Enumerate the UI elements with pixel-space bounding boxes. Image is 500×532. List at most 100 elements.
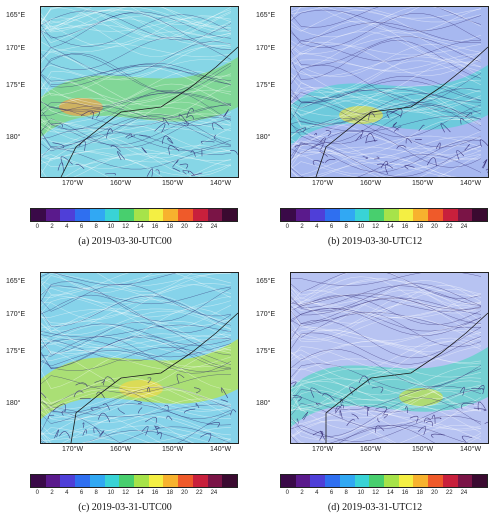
colorbar-tick-label: 2 <box>300 224 304 230</box>
colorbar-tick-label: 16 <box>151 224 159 230</box>
colorbar-swatch <box>384 209 399 221</box>
panel-caption: (c) 2019-03-31-UTC00 <box>78 502 172 513</box>
colorbar-swatch <box>428 475 443 487</box>
colorbar-tick-label: 16 <box>401 490 409 496</box>
colorbar-swatch <box>339 209 355 221</box>
colorbar-tick-label: 0 <box>35 490 40 496</box>
colorbar-swatch <box>207 209 223 221</box>
colorbar-swatch <box>134 475 149 487</box>
coastline <box>315 46 488 177</box>
lon-label: 150°W <box>162 180 184 187</box>
lat-label: 180° <box>256 134 271 141</box>
colorbar-swatch <box>163 475 179 487</box>
wind-streamline-map <box>40 6 239 178</box>
colorbar-swatch <box>178 475 193 487</box>
colorbar-swatch <box>119 209 135 221</box>
colorbar-swatch <box>281 209 296 221</box>
colorbar-tick-label: 4 <box>65 490 69 496</box>
coastline <box>60 46 238 177</box>
colorbar-tick-label: 18 <box>166 224 174 230</box>
coastline <box>325 312 488 443</box>
lon-label: 150°W <box>162 446 184 453</box>
lat-label: 180° <box>6 134 21 141</box>
panel-b: 165°E 170°E 175°E 180° 170°W 160°W 150°W… <box>250 0 500 266</box>
lon-label: 170°W <box>312 180 334 187</box>
colorbar-tick-label: 22 <box>195 490 203 496</box>
colorbar-swatch <box>413 209 429 221</box>
colorbar-swatch <box>339 475 355 487</box>
lat-label: 175°E <box>256 82 276 89</box>
colorbar-tick-label: 12 <box>122 490 129 496</box>
colorbar-swatch <box>398 209 414 221</box>
colorbar-tick-label: 2 <box>50 224 54 230</box>
lon-label: 150°W <box>412 180 434 187</box>
colorbar-tick-label: 8 <box>344 490 348 496</box>
lon-label: 140°W <box>460 446 482 453</box>
lat-label: 165°E <box>256 12 276 19</box>
lat-label: 170°E <box>256 311 276 318</box>
lat-label: 175°E <box>6 82 26 89</box>
wind-streamline-map <box>40 272 239 444</box>
colorbar-tick-label: 2 <box>50 490 54 496</box>
lat-label: 165°E <box>6 278 26 285</box>
streamline-field <box>41 7 238 177</box>
colorbar-swatch <box>119 475 135 487</box>
panel-caption: (b) 2019-03-30-UTC12 <box>327 236 423 247</box>
colorbar-tick-label: 16 <box>151 490 159 496</box>
panel-caption: (a) 2019-03-30-UTC00 <box>78 236 172 247</box>
colorbar-tick-label: 10 <box>357 490 365 496</box>
colorbar-swatch <box>207 475 223 487</box>
lat-label: 180° <box>6 400 21 407</box>
lat-label: 175°E <box>256 348 276 355</box>
streamline-field <box>41 273 238 443</box>
colorbar-tick-label: 24 <box>210 490 218 496</box>
colorbar-tick-label: 4 <box>315 490 319 496</box>
colorbar-swatch <box>472 475 488 487</box>
colorbar-swatch <box>178 209 193 221</box>
colorbar-swatch <box>31 209 46 221</box>
lon-label: 140°W <box>210 446 232 453</box>
colorbar-tick-label: 12 <box>372 490 379 496</box>
colorbar-tick-label: 20 <box>181 224 188 230</box>
lon-label: 170°W <box>312 446 334 453</box>
colorbar-swatch <box>75 475 90 487</box>
colorbar-tick-label: 4 <box>65 224 69 230</box>
colorbar-swatch <box>472 209 488 221</box>
colorbar-tick-label: 22 <box>195 224 203 230</box>
colorbar-swatch <box>134 209 149 221</box>
lon-label: 140°W <box>460 180 482 187</box>
colorbar-tick-label: 20 <box>431 490 438 496</box>
colorbar-tick-label: 24 <box>210 224 218 230</box>
colorbar <box>30 474 238 488</box>
colorbar-swatch <box>384 475 399 487</box>
colorbar-tick-label: 14 <box>387 224 394 230</box>
lon-label: 170°W <box>62 446 84 453</box>
colorbar-swatch <box>369 475 385 487</box>
panel-c: 165°E 170°E 175°E 180° 170°W 160°W 150°W… <box>0 266 250 532</box>
colorbar-tick-label: 6 <box>329 490 334 496</box>
colorbar-tick-label: 20 <box>431 224 438 230</box>
colorbar-swatch <box>104 475 120 487</box>
panel-caption: (d) 2019-03-31-UTC12 <box>327 502 423 513</box>
panel-d: 165°E 170°E 175°E 180° 170°W 160°W 150°W… <box>250 266 500 532</box>
colorbar-ticks: 0 2 4 6 8 10 12 14 16 18 20 22 24 <box>280 224 486 232</box>
colorbar-swatch <box>398 475 414 487</box>
lat-label: 170°E <box>6 45 26 52</box>
lat-label: 165°E <box>256 278 276 285</box>
lon-label: 140°W <box>210 180 232 187</box>
colorbar-swatch <box>45 209 61 221</box>
panel-a: 165°E 170°E 175°E 180° 170°W 160°W 150°W… <box>0 0 250 266</box>
colorbar-swatch <box>295 475 311 487</box>
colorbar-tick-label: 18 <box>416 224 424 230</box>
colorbar-swatch <box>325 475 340 487</box>
lat-label: 180° <box>256 400 271 407</box>
colorbar-tick-label: 22 <box>445 490 453 496</box>
colorbar-tick-label: 4 <box>315 224 319 230</box>
streamline-field <box>291 273 488 443</box>
colorbar-swatch <box>281 475 296 487</box>
colorbar-tick-label: 12 <box>372 224 379 230</box>
colorbar-swatch <box>354 209 370 221</box>
lon-label: 160°W <box>110 446 132 453</box>
colorbar-tick-label: 16 <box>401 224 409 230</box>
colorbar-tick-label: 10 <box>107 490 115 496</box>
